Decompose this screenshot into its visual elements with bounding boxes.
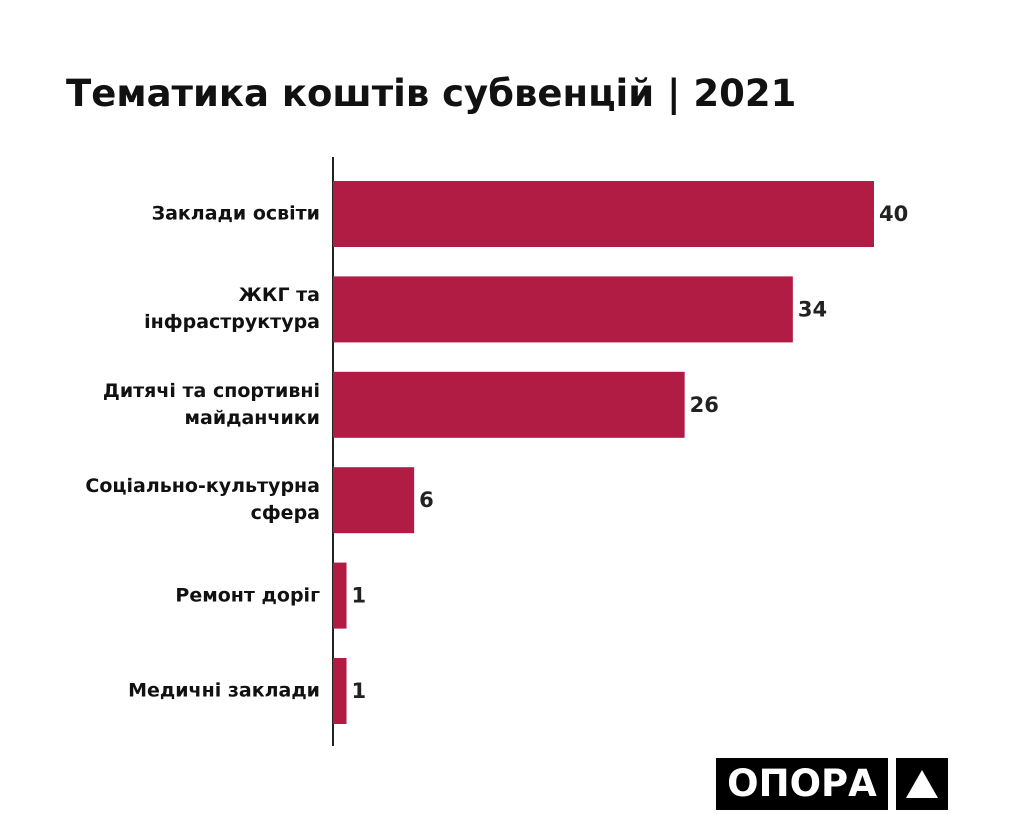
value-label: 34 — [798, 297, 827, 321]
bar — [333, 276, 793, 343]
category-label: Ремонт доріг — [175, 584, 320, 607]
value-label: 1 — [352, 584, 367, 608]
bar — [333, 562, 347, 629]
bar — [333, 371, 685, 438]
logo-mark — [896, 758, 948, 810]
value-label: 1 — [352, 679, 367, 703]
logo: ОПОРА — [716, 758, 888, 810]
value-label: 26 — [690, 393, 719, 417]
bar — [333, 181, 874, 247]
category-label: Соціально-культурна сфера — [85, 475, 320, 525]
bar — [333, 467, 415, 534]
bar — [333, 658, 347, 724]
value-label: 40 — [879, 202, 908, 226]
chart-title: Тематика коштів субвенцій | 2021 — [66, 72, 797, 115]
category-label: Заклади освіти — [151, 202, 320, 225]
value-label: 6 — [419, 488, 434, 512]
category-label: Дитячі та спортивні майданчики — [102, 379, 320, 429]
category-label: ЖКГ та інфраструктура — [144, 284, 320, 334]
logo-triangle — [906, 770, 938, 798]
category-label: Медичні заклади — [128, 679, 320, 702]
